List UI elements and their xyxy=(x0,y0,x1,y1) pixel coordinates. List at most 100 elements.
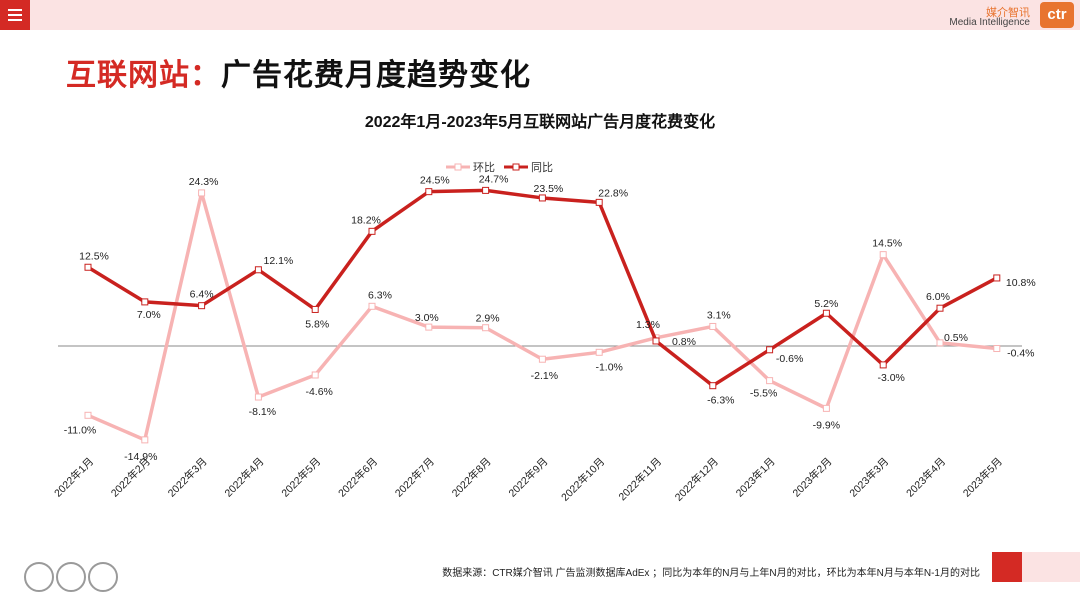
x-tick-label: 2022年1月 xyxy=(51,455,96,500)
sgs-badge-icon xyxy=(88,562,118,592)
data-label: -8.1% xyxy=(249,406,276,418)
data-label: 3.1% xyxy=(707,309,731,321)
data-point xyxy=(993,345,1001,353)
page-title-highlight: 互联网站： xyxy=(66,59,221,92)
legend-marker xyxy=(512,163,520,171)
data-label: 7.0% xyxy=(137,309,161,321)
footer-pink-block xyxy=(1022,552,1080,582)
page-title-rest: 广告花费月度趋势变化 xyxy=(221,59,531,92)
x-tick-label: 2022年12月 xyxy=(672,455,721,504)
x-tick-label: 2023年2月 xyxy=(790,455,835,500)
x-tick-label: 2022年8月 xyxy=(449,455,494,500)
data-point xyxy=(993,274,1001,282)
data-label: 10.8% xyxy=(1006,277,1036,289)
data-label: 5.8% xyxy=(305,318,329,330)
x-tick-label: 2023年1月 xyxy=(733,455,778,500)
data-label: 6.4% xyxy=(190,289,214,301)
data-label: -14.9% xyxy=(124,451,157,463)
data-label: 24.3% xyxy=(189,176,219,188)
data-label: -0.4% xyxy=(1007,348,1034,360)
x-tick-label: 2023年4月 xyxy=(903,455,948,500)
data-point xyxy=(822,404,830,412)
page-title: 互联网站：广告花费月度趋势变化 xyxy=(66,50,531,94)
data-point xyxy=(879,251,887,259)
data-label: 2.9% xyxy=(476,313,500,325)
x-tick-label: 2022年10月 xyxy=(558,455,607,504)
data-label: -5.5% xyxy=(750,388,777,400)
data-label: 18.2% xyxy=(351,214,381,226)
data-point xyxy=(538,355,546,363)
data-point xyxy=(311,371,319,379)
data-point xyxy=(311,305,319,313)
x-tick-label: 2022年7月 xyxy=(392,455,437,500)
brand-name-cn: 媒介智讯 xyxy=(986,7,1030,19)
data-label: 1.3% xyxy=(636,319,660,331)
data-label: -9.9% xyxy=(813,419,840,431)
menu-button[interactable] xyxy=(0,0,30,30)
series-huanbi-line xyxy=(87,191,997,442)
data-label: -6.3% xyxy=(707,395,734,407)
data-label: -11.0% xyxy=(64,424,97,436)
data-point xyxy=(652,337,660,345)
sgs-badge-icon xyxy=(56,562,86,592)
data-point xyxy=(425,188,433,196)
data-label: 22.8% xyxy=(598,187,628,199)
data-label: 0.8% xyxy=(672,336,696,348)
data-point xyxy=(84,411,92,419)
data-label: -1.0% xyxy=(595,361,622,373)
data-point xyxy=(936,339,944,347)
data-point xyxy=(368,227,376,235)
legend-marker xyxy=(454,163,462,171)
hamburger-icon xyxy=(8,9,22,11)
brand-name-en: Media Intelligence xyxy=(949,17,1030,28)
data-label: 6.3% xyxy=(368,289,392,301)
data-point xyxy=(482,186,490,194)
data-point xyxy=(538,194,546,202)
data-point xyxy=(879,361,887,369)
sgs-badge-icon xyxy=(24,562,54,592)
data-label: 3.0% xyxy=(415,312,439,324)
data-point xyxy=(254,266,262,274)
data-point xyxy=(709,382,717,390)
x-tick-label: 2022年6月 xyxy=(335,455,380,500)
top-bar xyxy=(0,0,1080,30)
chart-title: 2022年1月-2023年5月互联网站广告月度花费变化 xyxy=(364,114,716,131)
data-label: 24.5% xyxy=(420,175,450,187)
x-tick-label: 2023年5月 xyxy=(960,455,1005,500)
data-label: -3.0% xyxy=(877,372,904,384)
certification-badges xyxy=(24,562,120,597)
data-point xyxy=(595,198,603,206)
data-label: -2.1% xyxy=(531,370,558,382)
legend-label: 环比 xyxy=(473,161,495,174)
data-source-note: 数据来源：CTR媒介智讯 广告监测数据库AdEx ；同比为本年的N月与上年N月的… xyxy=(442,568,980,579)
line-chart: 环比 同比 -11.0% -14.9% 24.3% -8.1% -4.6% 6.3% 3.0% 2… xyxy=(51,161,1036,504)
data-label: -0.6% xyxy=(776,353,803,365)
x-tick-label: 2023年3月 xyxy=(847,455,892,500)
ctr-logo: ctr xyxy=(1040,2,1074,28)
data-label: 12.5% xyxy=(79,250,109,262)
data-point xyxy=(141,436,149,444)
data-point xyxy=(84,263,92,271)
x-tick-label: 2022年4月 xyxy=(222,455,267,500)
footer-accent-block xyxy=(992,552,1022,582)
data-label: 5.2% xyxy=(814,298,838,310)
data-point xyxy=(425,323,433,331)
x-tick-label: 2022年11月 xyxy=(616,455,664,503)
data-point xyxy=(936,304,944,312)
data-label: 14.5% xyxy=(872,238,902,250)
data-point xyxy=(822,309,830,317)
x-tick-label: 2022年9月 xyxy=(506,455,551,500)
data-point xyxy=(254,393,262,401)
x-tick-label: 2022年3月 xyxy=(165,455,210,500)
data-point xyxy=(766,377,774,385)
data-label: 12.1% xyxy=(264,255,294,267)
data-label: 23.5% xyxy=(534,183,564,195)
data-point xyxy=(368,302,376,310)
data-point xyxy=(709,322,717,330)
data-label: -4.6% xyxy=(305,386,332,398)
data-label: 24.7% xyxy=(479,173,509,185)
data-point xyxy=(198,189,206,197)
data-point xyxy=(141,298,149,306)
x-tick-label: 2022年5月 xyxy=(279,455,324,500)
data-label: 0.5% xyxy=(944,332,968,344)
